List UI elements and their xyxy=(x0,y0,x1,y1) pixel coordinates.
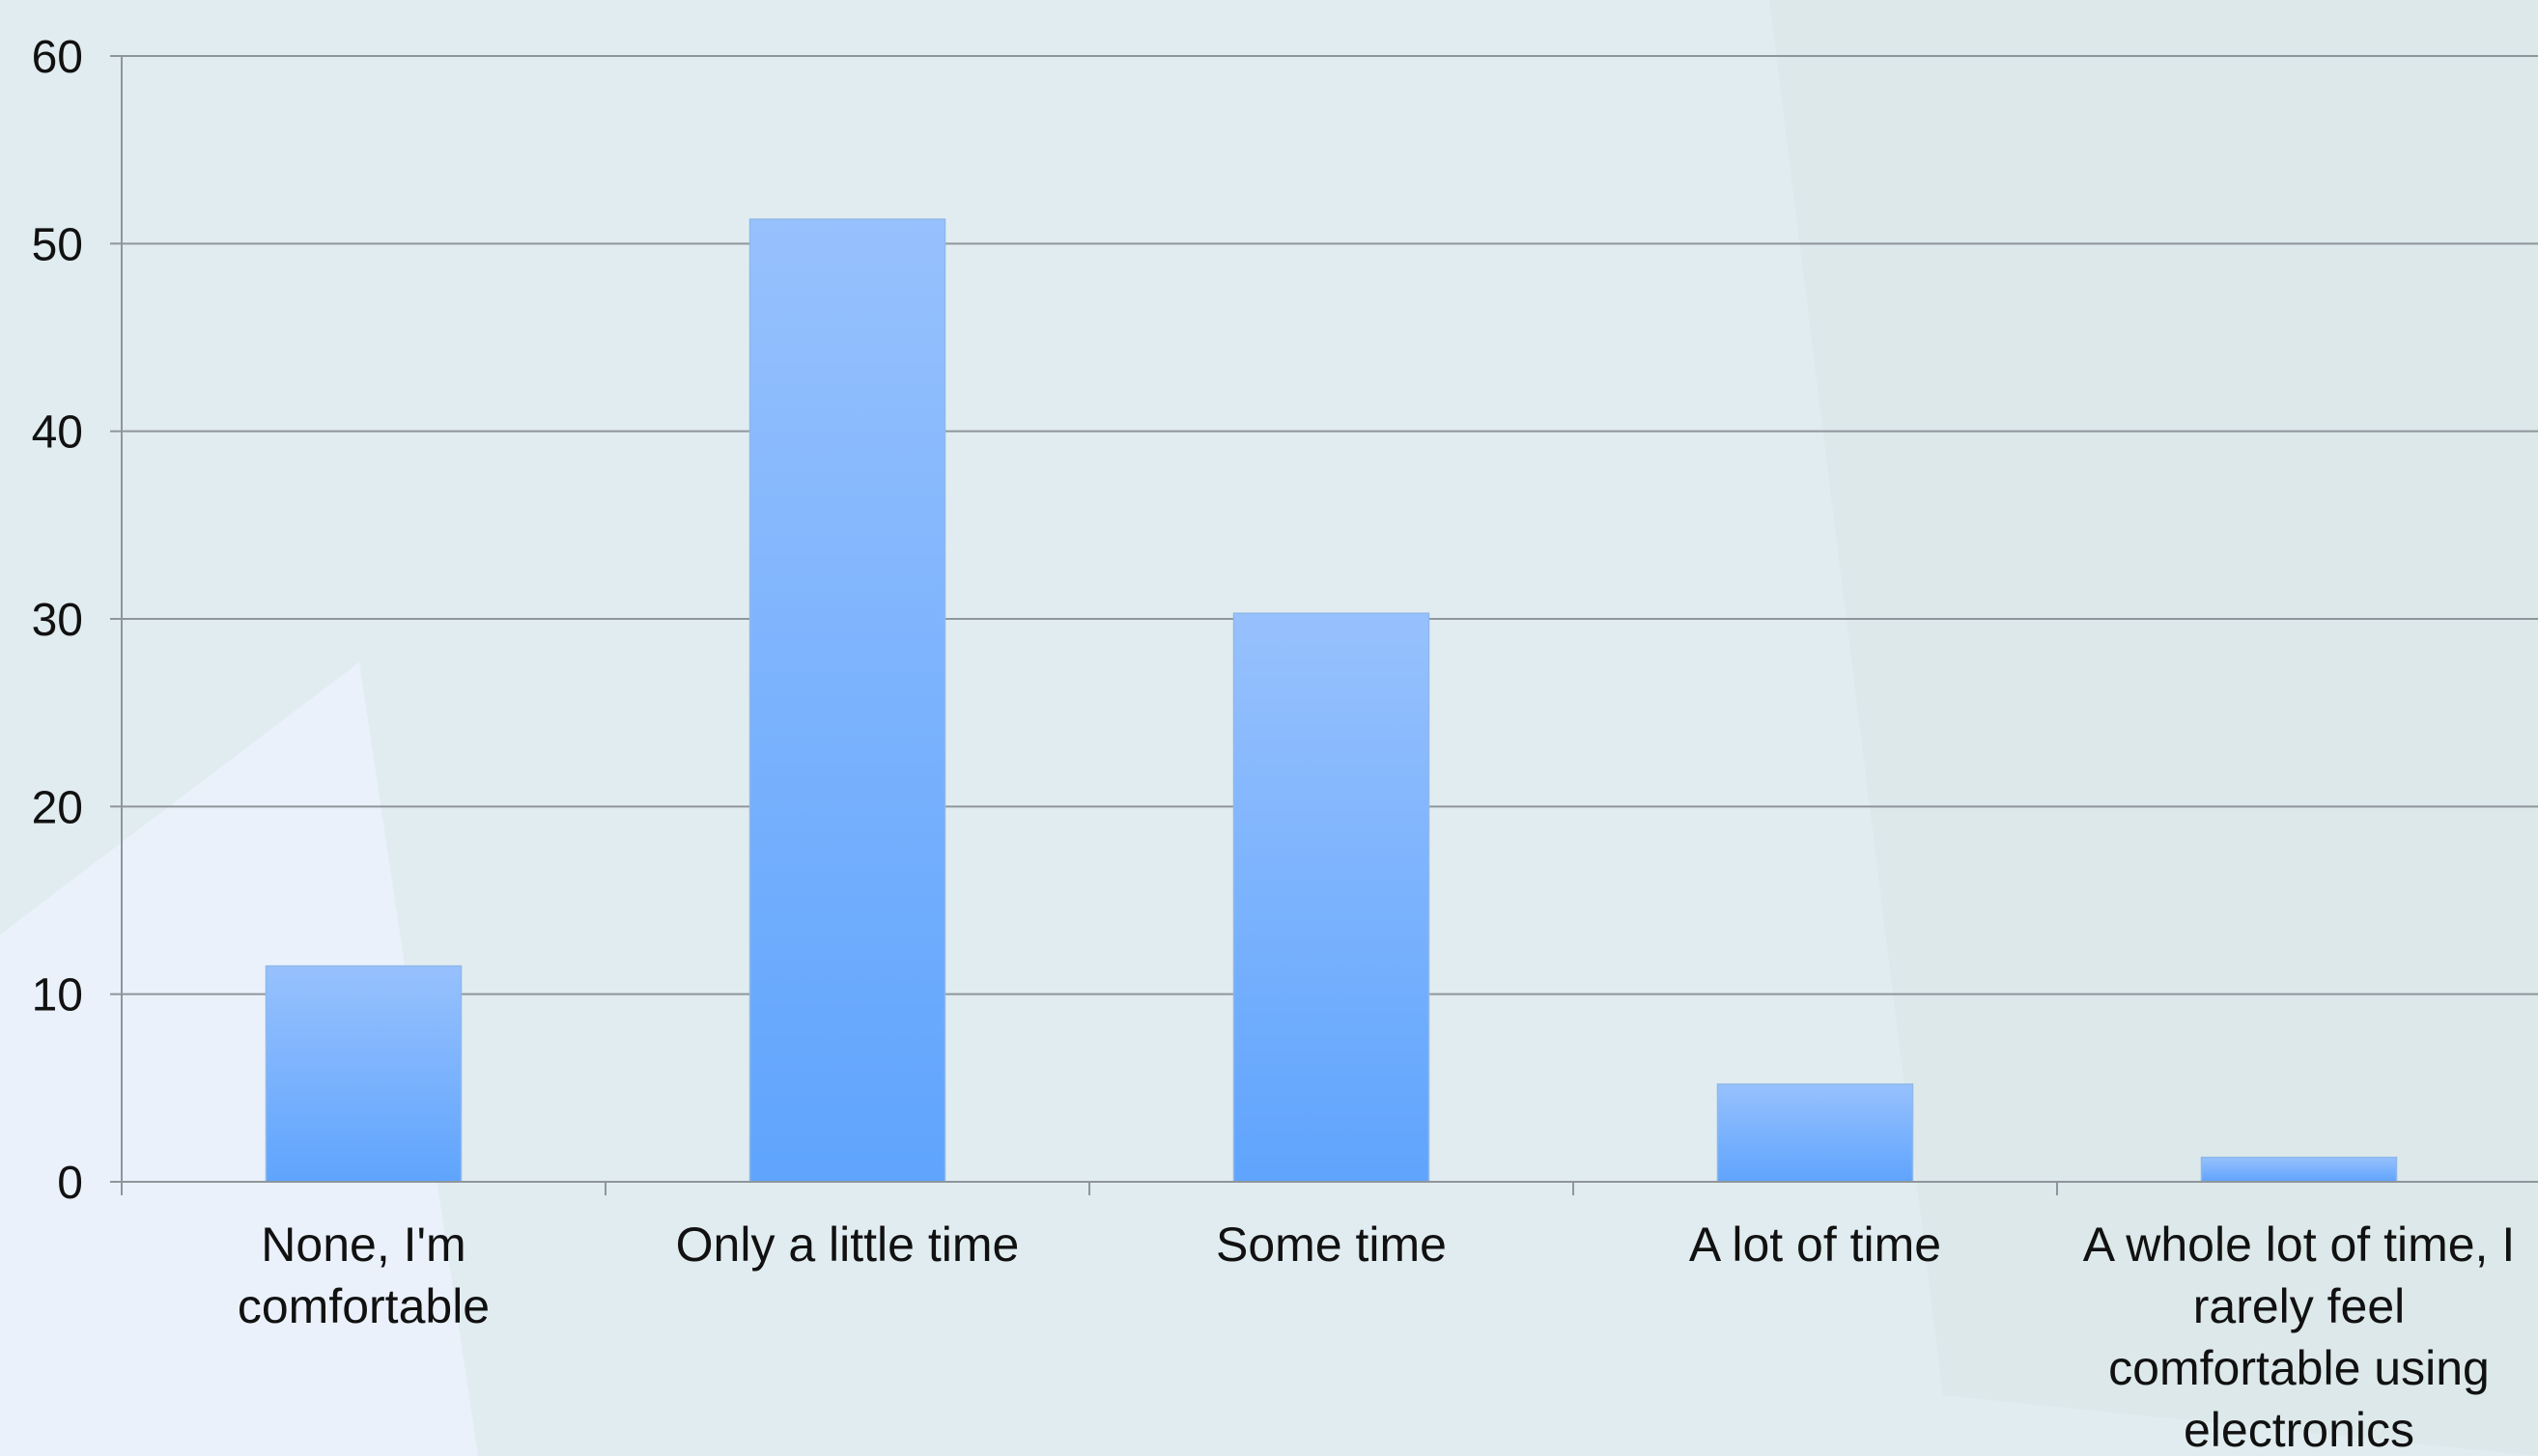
y-tick-label: 60 xyxy=(32,32,83,83)
x-tick-label: A lot of time xyxy=(1689,1218,1941,1272)
background-shape-left xyxy=(0,662,478,1456)
y-tick-label: 30 xyxy=(32,595,83,646)
x-tick-labels: None, I'm comfortable Only a little time So… xyxy=(238,1218,2515,1456)
bar-0 xyxy=(265,965,463,1183)
y-tick-labels: 0 10 20 30 40 50 60 xyxy=(32,32,83,1209)
y-tick-label: 50 xyxy=(32,219,83,270)
y-tick-label: 40 xyxy=(32,407,83,459)
y-tick-label: 0 xyxy=(57,1158,83,1209)
bar-2 xyxy=(1232,612,1430,1183)
y-tick-label: 20 xyxy=(32,782,83,833)
bar-3 xyxy=(1716,1083,1914,1183)
background-shape-right xyxy=(1769,0,2538,1456)
bar-4 xyxy=(2200,1156,2398,1183)
bar-1 xyxy=(748,218,946,1183)
y-tick-label: 10 xyxy=(32,970,83,1022)
x-tick-label: Some time xyxy=(1216,1218,1447,1272)
bar-series xyxy=(265,218,2398,1183)
axes xyxy=(110,55,2538,1195)
x-tick-label: None, I'm comfortable xyxy=(238,1218,490,1333)
x-tick-label: Only a little time xyxy=(676,1218,1020,1272)
